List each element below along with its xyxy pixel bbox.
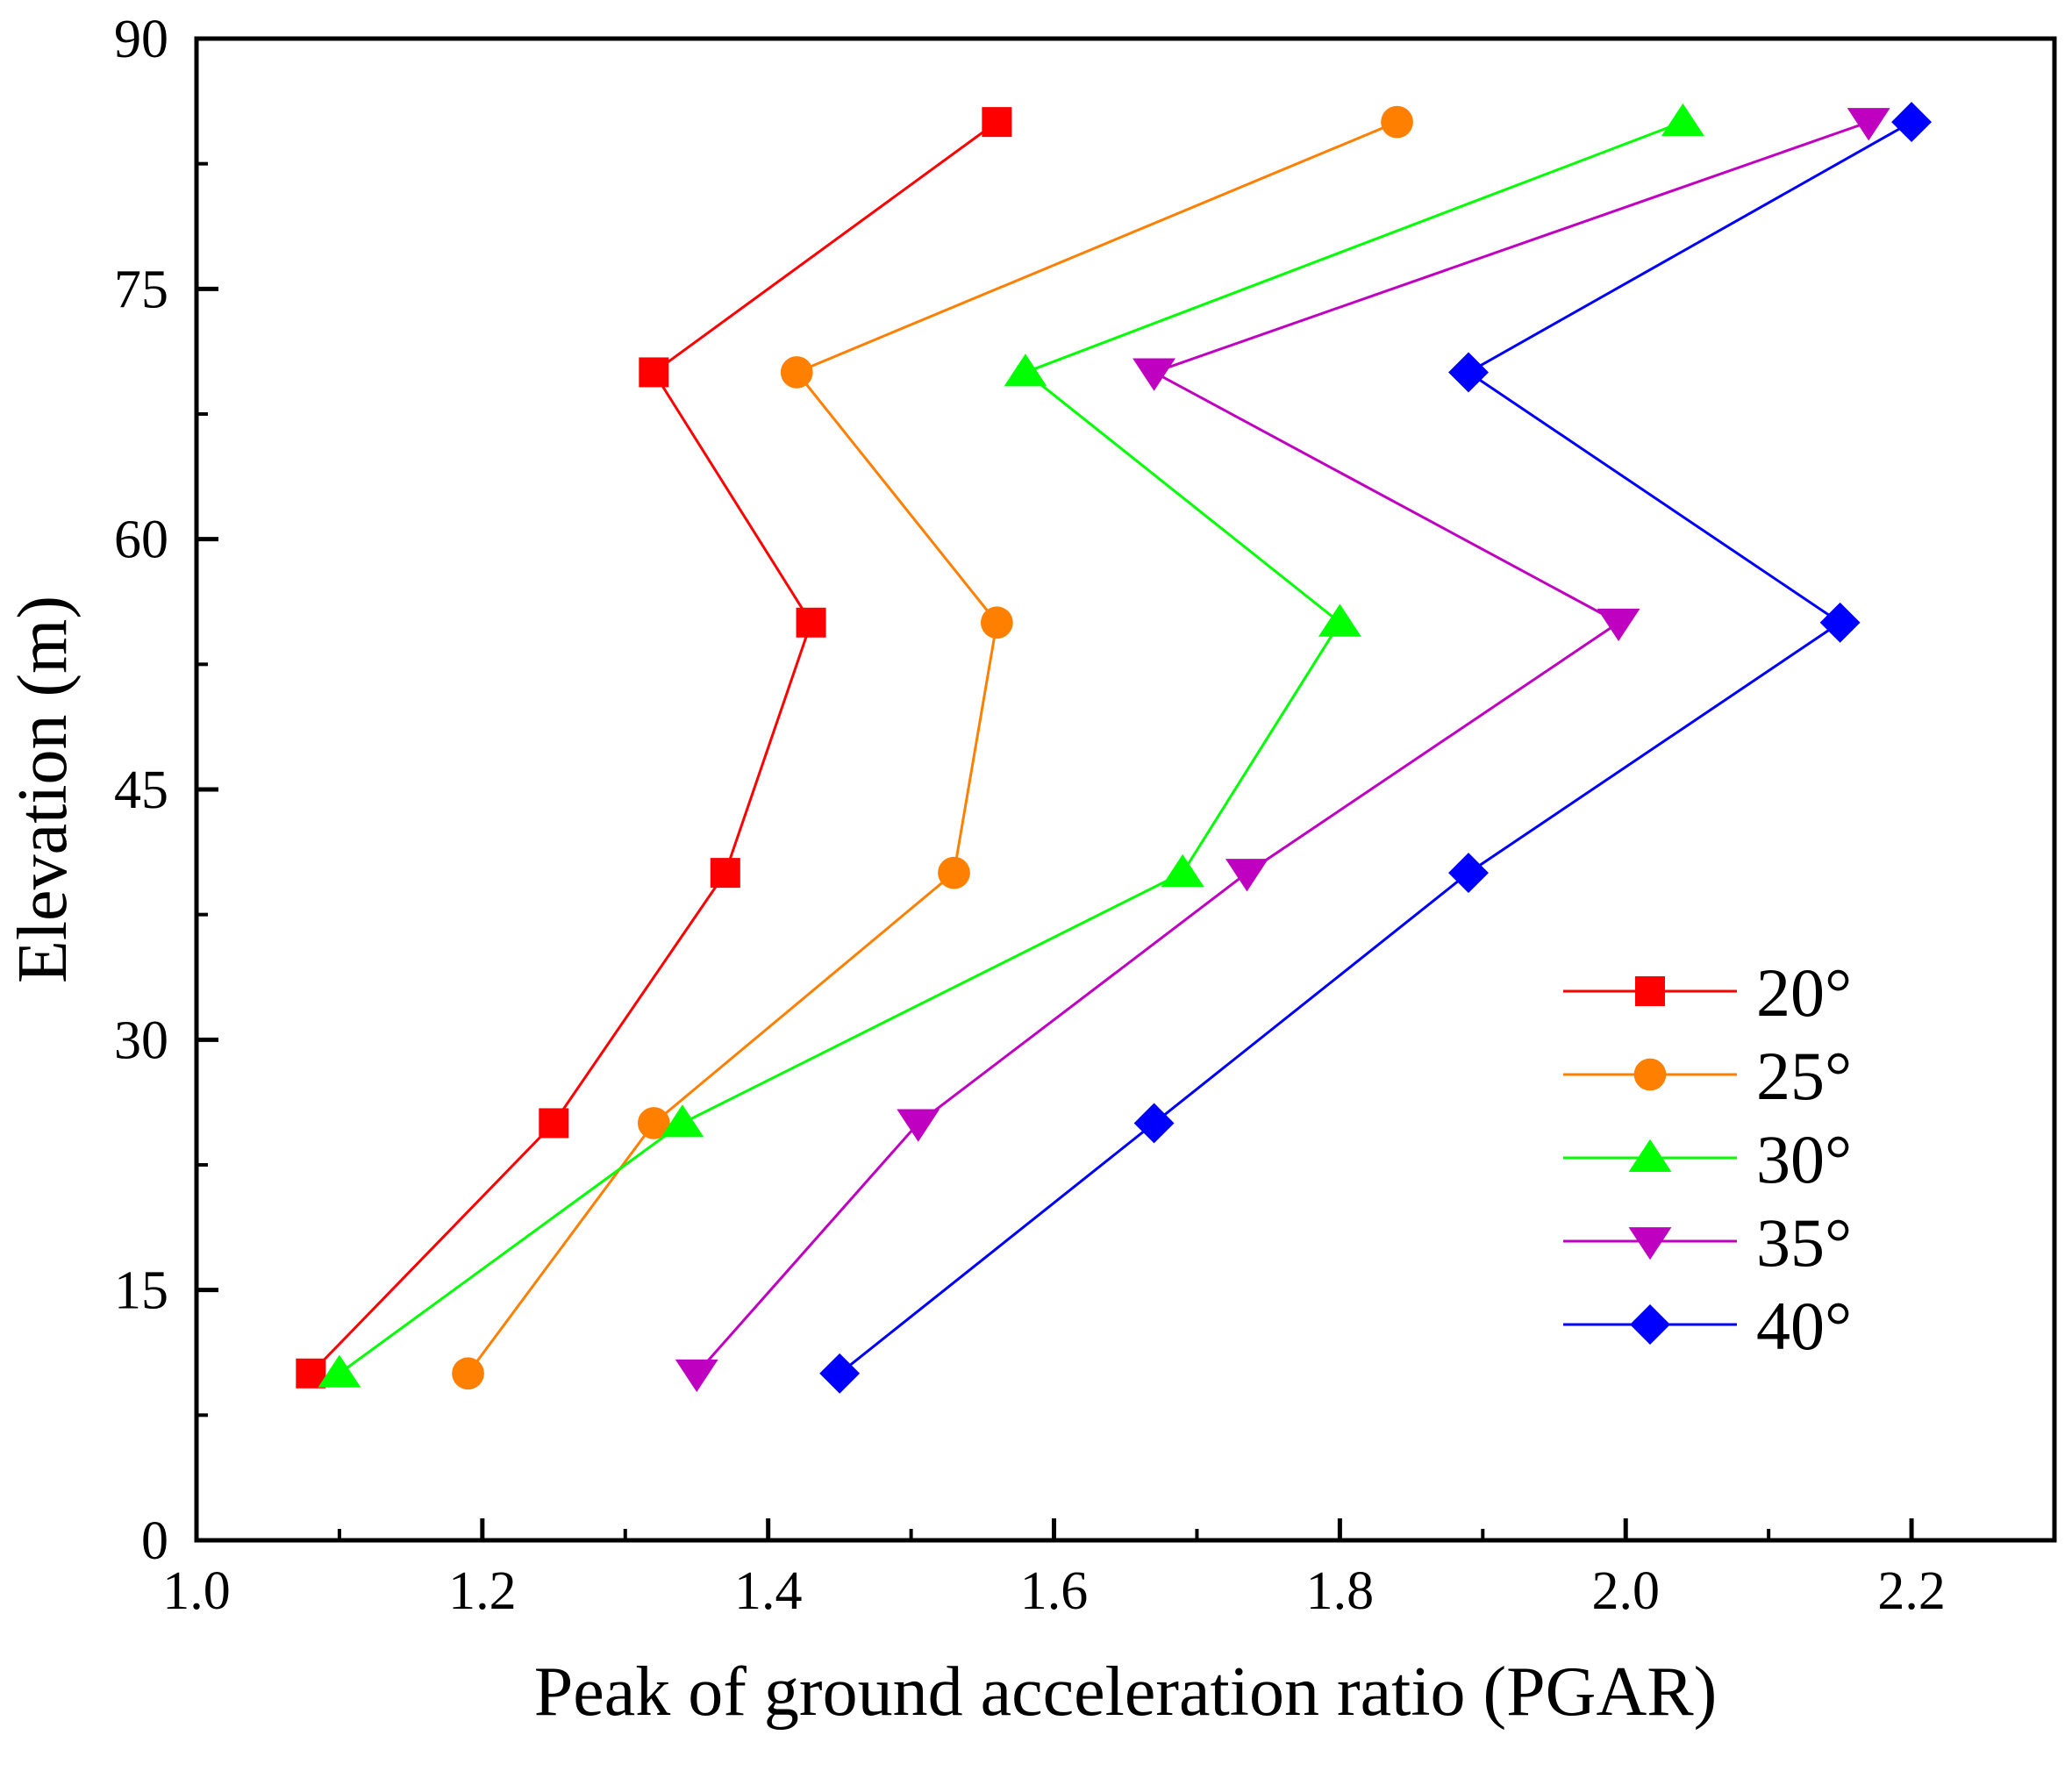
data-point-30 xyxy=(1661,103,1704,137)
legend-marker-20 xyxy=(1635,976,1665,1006)
data-point-35 xyxy=(1225,859,1268,892)
x-axis-label: Peak of ground acceleration ratio (PGAR) xyxy=(534,1653,1717,1731)
legend-marker-30 xyxy=(1628,1139,1672,1172)
data-point-25 xyxy=(938,856,970,889)
x-tick-label: 1.4 xyxy=(734,1561,803,1621)
legend-label-25: 25° xyxy=(1756,1038,1852,1114)
y-tick-label: 45 xyxy=(114,760,168,820)
x-tick-label: 1.8 xyxy=(1306,1561,1375,1621)
legend-marker-40 xyxy=(1630,1304,1670,1345)
data-point-20 xyxy=(539,1108,569,1139)
legend-label-20: 20° xyxy=(1756,954,1852,1031)
series-markers xyxy=(296,102,1933,1394)
data-point-20 xyxy=(982,107,1012,138)
data-point-35 xyxy=(1847,108,1890,141)
data-point-40 xyxy=(1448,352,1489,393)
data-point-25 xyxy=(981,606,1013,639)
data-point-25 xyxy=(1381,105,1413,139)
data-point-40 xyxy=(1448,853,1489,894)
legend-marker-25 xyxy=(1633,1058,1667,1091)
y-tick-label: 90 xyxy=(114,10,168,69)
data-point-40 xyxy=(1891,102,1933,143)
data-point-40 xyxy=(1133,1103,1175,1144)
x-tick-label: 2.0 xyxy=(1591,1561,1660,1621)
data-point-30 xyxy=(1004,353,1047,387)
data-point-20 xyxy=(796,607,826,638)
series-line-40 xyxy=(839,120,1912,1375)
series-lines xyxy=(310,120,1912,1375)
legend-label-30: 30° xyxy=(1756,1121,1852,1197)
data-point-35 xyxy=(1597,608,1640,642)
legend-label-35: 35° xyxy=(1756,1204,1852,1281)
data-point-40 xyxy=(819,1353,861,1394)
series-line-25 xyxy=(467,120,1398,1375)
data-point-30 xyxy=(661,1104,704,1138)
x-tick-label: 1.0 xyxy=(162,1561,231,1621)
series-line-35 xyxy=(696,120,1869,1375)
data-point-25 xyxy=(780,356,813,389)
data-point-20 xyxy=(639,357,669,388)
series-line-20 xyxy=(310,120,998,1375)
data-point-35 xyxy=(675,1359,718,1393)
legend-marker-35 xyxy=(1628,1227,1672,1260)
data-point-25 xyxy=(637,1107,670,1139)
legend-label-40: 40° xyxy=(1756,1288,1852,1364)
data-point-35 xyxy=(897,1109,940,1142)
y-tick-label: 75 xyxy=(114,260,168,319)
x-tick-label: 1.2 xyxy=(448,1561,517,1621)
data-point-35 xyxy=(1132,358,1176,391)
y-tick-label: 0 xyxy=(141,1511,168,1571)
x-axis: 1.0 1.2 1.4 1.6 1.8 2.0 2.2 xyxy=(162,1518,1946,1621)
y-tick-label: 15 xyxy=(114,1261,168,1321)
y-axis: 0 15 30 45 60 75 90 xyxy=(114,10,218,1571)
x-tick-label: 1.6 xyxy=(1020,1561,1089,1621)
y-tick-label: 60 xyxy=(114,511,168,570)
data-point-30 xyxy=(318,1354,361,1388)
x-tick-label: 2.2 xyxy=(1877,1561,1946,1621)
data-point-25 xyxy=(452,1357,484,1390)
data-point-30 xyxy=(1161,853,1204,888)
data-point-20 xyxy=(710,858,740,889)
y-axis-label: Elevation (m) xyxy=(4,596,82,983)
data-point-40 xyxy=(1819,602,1861,643)
series-line-30 xyxy=(339,120,1683,1375)
y-tick-label: 30 xyxy=(114,1010,168,1070)
data-point-30 xyxy=(1318,603,1361,637)
legend: 20°25°30°35°40° xyxy=(1563,954,1852,1364)
